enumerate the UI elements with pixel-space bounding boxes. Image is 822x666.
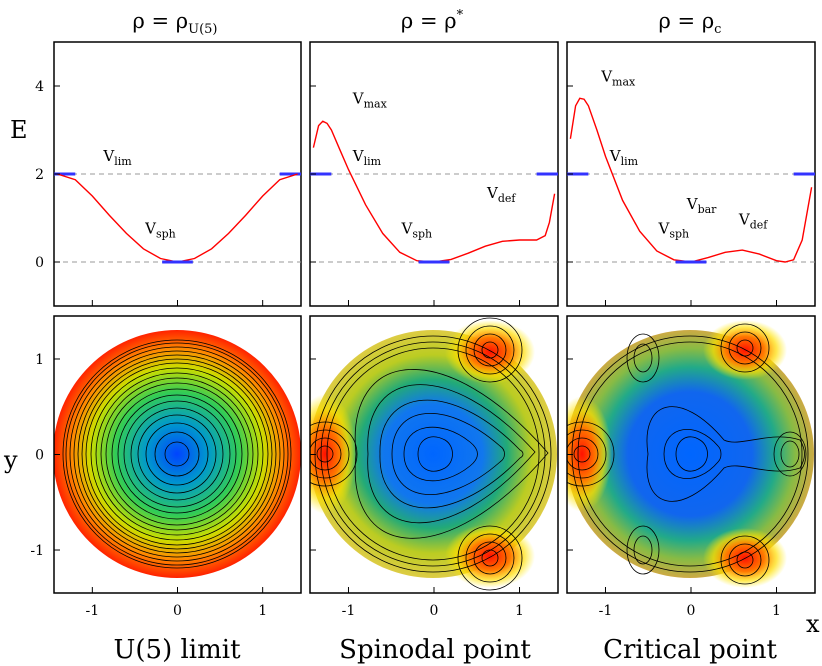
x-tick-label-0: 0 (173, 603, 182, 619)
annotation-vsph: Vsph (401, 219, 433, 240)
y-tick-label-bottom-0: 0 (35, 448, 44, 464)
energy-plot-2 (310, 120, 558, 264)
label-spinodal-point: Spinodal point (339, 635, 531, 665)
generated-chart-marks: Vlim Vsph 0 2 4 Vmax Vlim Vsph Vdef Vmax Vlim Vsph V… (30, 68, 815, 619)
annotation-vlim: Vlim (352, 147, 382, 168)
y-label-bottom: y (3, 446, 18, 474)
contour-disk-spinodal (310, 330, 557, 578)
x-tick-label-1: 1 (258, 603, 267, 619)
x-tick-label-1: 1 (772, 603, 781, 619)
y-label-top: E (10, 116, 28, 144)
title-col-3: ρ = ρc (659, 9, 722, 37)
x-tick-label--1: -1 (599, 603, 613, 619)
contour-spinodal (310, 317, 557, 591)
annotation-vsph: Vsph (144, 219, 176, 240)
energy-plot-1 (54, 172, 301, 264)
x-label: x (806, 610, 820, 638)
contour-disk-critical (567, 330, 814, 578)
y-tick-label-bottom-1: 1 (35, 352, 44, 368)
contour-u5 (54, 330, 301, 578)
label-critical-point: Critical point (603, 635, 777, 665)
x-tick-label--1: -1 (342, 603, 356, 619)
annotation-vbar: Vbar (686, 195, 717, 216)
x-tick-label-0: 0 (430, 603, 439, 619)
contour-disk-u5 (54, 330, 301, 578)
title-col-1: ρ = ρU(5) (132, 9, 217, 37)
x-tick-label--1: -1 (86, 603, 100, 619)
energy-curve-1 (57, 173, 298, 263)
y-tick-label-0: 0 (35, 255, 44, 271)
x-tick-label-1: 1 (515, 603, 524, 619)
energy-curve-2 (312, 120, 556, 263)
label-u5-limit: U(5) limit (113, 635, 241, 665)
annotation-vdef: Vdef (738, 211, 768, 232)
annotation-vmax: Vmax (352, 90, 388, 111)
energy-curve-3 (569, 97, 813, 263)
y-tick-label-4: 4 (35, 79, 44, 95)
energy-plot-3 (567, 97, 815, 264)
annotation-vmax: Vmax (600, 68, 636, 89)
top-panels (53, 41, 816, 307)
title-col-2: ρ = ρ* (401, 8, 464, 33)
annotation-vsph: Vsph (658, 219, 690, 240)
contour-critical (567, 320, 814, 588)
x-tick-label-0: 0 (687, 603, 696, 619)
annotation-vdef: Vdef (486, 184, 516, 205)
y-tick-label-2: 2 (35, 167, 44, 183)
annotation-vlim: Vlim (609, 147, 639, 168)
annotation-vlim: Vlim (102, 147, 132, 168)
y-tick-label-bottom--1: -1 (30, 543, 44, 559)
